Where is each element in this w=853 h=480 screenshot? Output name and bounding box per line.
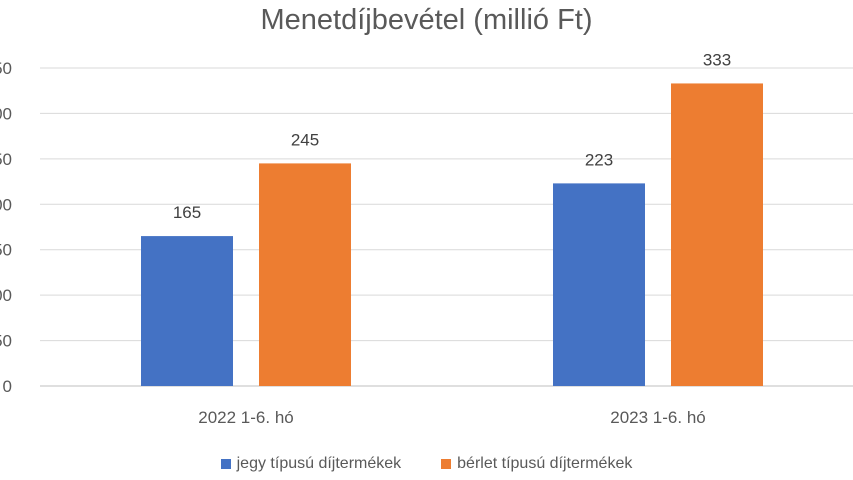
data-label: 165 [173, 203, 201, 222]
bar-jegy-0 [141, 236, 233, 386]
y-tick-label: 00 [0, 104, 12, 123]
data-label: 223 [585, 150, 613, 169]
legend-swatch-berlet [441, 459, 452, 469]
data-label: 333 [703, 50, 731, 69]
data-label: 245 [291, 130, 319, 149]
bar-berlet-0 [259, 163, 351, 386]
y-tick-label: 50 [0, 150, 12, 169]
y-tick-label: 50 [0, 59, 12, 78]
legend-item-jegy: jegy típusú díjtermékek [220, 455, 402, 473]
legend-swatch-jegy [220, 459, 231, 469]
chart-title: Menetdíjbevétel (millió Ft) [260, 4, 593, 36]
y-tick-label: 0 [3, 377, 12, 396]
legend: jegy típusú díjtermékek bérlet típusú dí… [0, 455, 853, 473]
y-tick-label: 00 [0, 286, 12, 305]
y-tick-label: 50 [0, 241, 12, 260]
legend-label-berlet: bérlet típusú díjtermékek [457, 455, 633, 472]
bar-berlet-1 [671, 83, 763, 387]
y-tick-label: 50 [0, 332, 12, 351]
y-tick-label: 00 [0, 195, 12, 214]
bar-jegy-1 [553, 183, 645, 386]
legend-item-berlet: bérlet típusú díjtermékek [441, 455, 632, 473]
x-tick-label: 2022 1-6. hó [198, 408, 293, 427]
x-tick-label: 2023 1-6. hó [610, 408, 705, 427]
legend-label-jegy: jegy típusú díjtermékek [236, 455, 402, 472]
